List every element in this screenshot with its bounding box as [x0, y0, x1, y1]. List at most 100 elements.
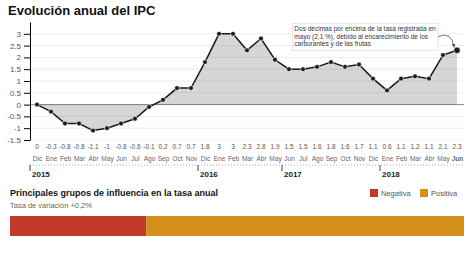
y-tick-mark: [24, 93, 30, 94]
annotation: Dos décimas por encima de la tasa regist…: [292, 23, 438, 50]
point: [287, 67, 292, 72]
point: [133, 116, 138, 121]
y-axis-line: [30, 23, 31, 141]
y-tick: 1.5: [10, 65, 30, 74]
y-tick-mark: [24, 69, 30, 70]
legend-label: Negativa: [381, 189, 411, 198]
x2-axis: 2015201620172018: [30, 165, 464, 179]
point: [301, 67, 306, 72]
x-tick-label: May: [101, 155, 114, 163]
x-tick: Ago: [144, 153, 156, 163]
x-tick: Oct: [340, 153, 350, 162]
legend: Negativa Positiva: [370, 189, 458, 198]
point: [105, 126, 110, 131]
data-label: 1.8: [200, 143, 209, 150]
y-tick-mark: [24, 46, 30, 47]
point: [385, 88, 390, 93]
x-tick-label: Jun: [284, 155, 295, 162]
x-tick: Sep: [158, 153, 170, 163]
x-tick: Mar: [242, 153, 254, 162]
y-tick: 2.5: [10, 42, 30, 51]
point: [49, 109, 54, 114]
chart-root: Evolución anual del IPC-1.5-1-0.500.511.…: [0, 0, 474, 268]
y-tick-mark: [24, 140, 30, 141]
y-tick-label: 0.5: [10, 89, 22, 98]
y-tick-mark: [24, 57, 30, 58]
x-tick: Ene: [46, 153, 58, 162]
x-tick: Mar: [74, 153, 86, 162]
x-tick: Feb: [396, 153, 408, 162]
subchart-subtitle: Tasa de variación +0,2%: [10, 201, 92, 210]
x-tick-label: Ago: [144, 155, 156, 163]
point: [413, 74, 418, 79]
data-label: -0.8: [73, 143, 85, 150]
subchart-title: Principales grupos de influencia en la t…: [10, 188, 218, 198]
y-tick-label: 0: [17, 101, 22, 110]
x2-tick-mark: [282, 165, 283, 171]
x2-tick-label: 2017: [284, 170, 302, 179]
y-tick: -0.5: [7, 112, 30, 121]
x-tick: Nov: [186, 153, 198, 162]
x-tick-label: Jul: [299, 155, 308, 162]
x-tick: Nov: [354, 153, 366, 162]
y-tick: 0: [17, 101, 30, 110]
y-tick-mark: [24, 128, 30, 129]
x-tick-label: Sep: [326, 155, 338, 163]
point: [427, 76, 432, 81]
y-tick-mark: [24, 116, 30, 117]
y-tick-mark: [24, 105, 30, 106]
data-label: 1.1: [424, 143, 433, 150]
x-tick-label: Abr: [424, 155, 435, 162]
y-tick-label: 1: [17, 77, 22, 86]
x-tick: Abr: [256, 153, 267, 162]
x-tick-label: May: [269, 155, 282, 163]
x-tick: Ago: [312, 153, 324, 163]
data-label: 1.6: [340, 143, 349, 150]
x2-tick-label: 2018: [382, 170, 400, 179]
point: [259, 36, 264, 41]
point: [217, 31, 222, 36]
x-tick-label: Oct: [340, 155, 350, 162]
data-label: 0.7: [186, 143, 195, 150]
x2-tick-mark: [380, 165, 381, 171]
x-tick-label: Jun: [452, 155, 464, 162]
point: [273, 57, 278, 62]
legend-item: Positiva: [420, 189, 458, 198]
grid-line: [30, 140, 464, 141]
x-tick-label: Jun: [116, 155, 127, 162]
x2-tick-mark: [198, 165, 199, 171]
data-label: 1.5: [284, 143, 293, 150]
data-label: 0: [35, 143, 39, 150]
x-tick: May: [437, 153, 450, 163]
y-tick-label: 2.5: [10, 42, 22, 51]
point: [343, 64, 348, 69]
legend-swatch: [420, 189, 428, 197]
y-axis: -1.5-1-0.500.511.522.53: [7, 23, 30, 146]
data-label: 1.2: [410, 143, 419, 150]
point: [357, 62, 362, 67]
bar-area: [10, 216, 464, 236]
legend-swatch: [370, 189, 378, 197]
x-tick: Sep: [326, 153, 338, 163]
x-tick-label: Dic: [33, 155, 43, 162]
y-tick-mark: [24, 34, 30, 35]
x-tick: Dic: [201, 153, 211, 162]
data-label: 1.1: [368, 143, 377, 150]
point: [119, 121, 124, 126]
data-label: -0.1: [143, 143, 155, 150]
y-tick: 2: [17, 53, 30, 62]
data-label: 2.1: [438, 143, 447, 150]
y-tick: 1: [17, 77, 30, 86]
x-tick-label: Nov: [354, 155, 366, 162]
y-tick-label: 1.5: [10, 65, 22, 74]
title: Evolución anual del IPC: [8, 3, 156, 18]
x-tick-label: Dic: [201, 155, 211, 162]
point: [329, 60, 334, 65]
point: [454, 47, 460, 53]
data-label: 1.1: [396, 143, 405, 150]
point: [399, 76, 404, 81]
data-label: 0.2: [158, 143, 167, 150]
x-tick: Feb: [228, 153, 240, 162]
y-tick-label: 3: [17, 30, 22, 39]
x-tick: Oct: [172, 153, 182, 162]
